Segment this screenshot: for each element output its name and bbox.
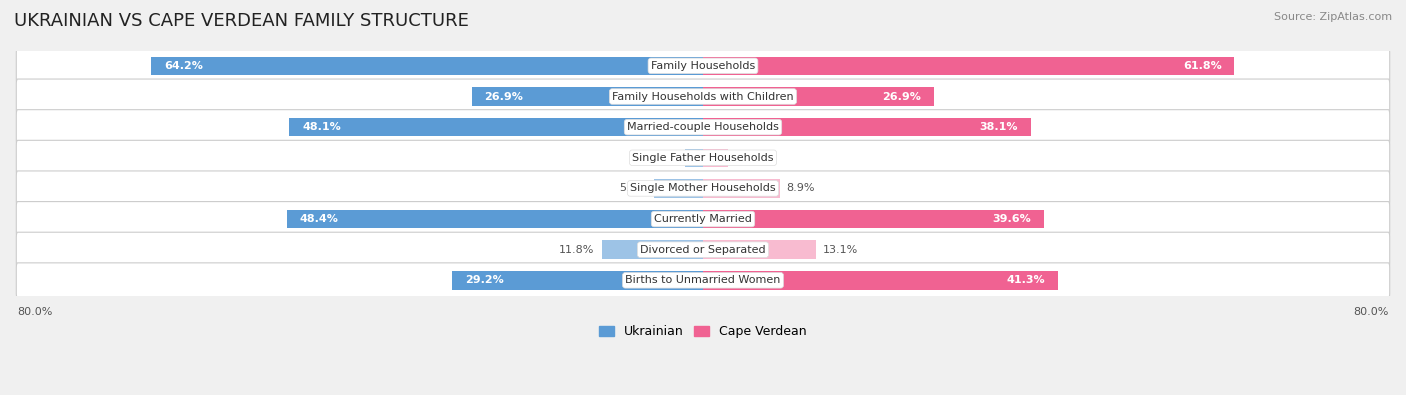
FancyBboxPatch shape: [17, 263, 1389, 298]
Text: 2.1%: 2.1%: [650, 153, 678, 163]
Bar: [150, 56, 703, 75]
Text: 80.0%: 80.0%: [18, 307, 53, 317]
Text: Single Father Households: Single Father Households: [633, 153, 773, 163]
Bar: [703, 149, 728, 167]
Text: 38.1%: 38.1%: [979, 122, 1018, 132]
Text: 2.9%: 2.9%: [735, 153, 763, 163]
Bar: [703, 179, 779, 198]
Text: 48.4%: 48.4%: [299, 214, 339, 224]
Text: Currently Married: Currently Married: [654, 214, 752, 224]
Text: 26.9%: 26.9%: [883, 92, 921, 102]
Bar: [703, 271, 1059, 290]
Text: UKRAINIAN VS CAPE VERDEAN FAMILY STRUCTURE: UKRAINIAN VS CAPE VERDEAN FAMILY STRUCTU…: [14, 12, 470, 30]
Bar: [654, 179, 703, 198]
Bar: [471, 87, 703, 106]
Bar: [290, 118, 703, 136]
Text: 48.1%: 48.1%: [302, 122, 342, 132]
Bar: [703, 118, 1031, 136]
Text: Single Mother Households: Single Mother Households: [630, 183, 776, 194]
Text: 11.8%: 11.8%: [560, 245, 595, 255]
Text: 64.2%: 64.2%: [163, 61, 202, 71]
FancyBboxPatch shape: [17, 140, 1389, 175]
Bar: [602, 241, 703, 259]
Text: 39.6%: 39.6%: [991, 214, 1031, 224]
Text: Family Households: Family Households: [651, 61, 755, 71]
Text: Divorced or Separated: Divorced or Separated: [640, 245, 766, 255]
Text: 80.0%: 80.0%: [1353, 307, 1388, 317]
Text: Source: ZipAtlas.com: Source: ZipAtlas.com: [1274, 12, 1392, 22]
FancyBboxPatch shape: [17, 110, 1389, 145]
FancyBboxPatch shape: [17, 201, 1389, 237]
FancyBboxPatch shape: [17, 49, 1389, 83]
FancyBboxPatch shape: [17, 79, 1389, 114]
Bar: [703, 210, 1043, 228]
Bar: [287, 210, 703, 228]
Text: 26.9%: 26.9%: [485, 92, 523, 102]
Legend: Ukrainian, Cape Verdean: Ukrainian, Cape Verdean: [595, 320, 811, 343]
Bar: [685, 149, 703, 167]
Text: Births to Unmarried Women: Births to Unmarried Women: [626, 275, 780, 285]
Bar: [703, 241, 815, 259]
Text: 13.1%: 13.1%: [823, 245, 858, 255]
Bar: [451, 271, 703, 290]
Text: 5.7%: 5.7%: [619, 183, 647, 194]
Text: 61.8%: 61.8%: [1182, 61, 1222, 71]
FancyBboxPatch shape: [17, 232, 1389, 267]
FancyBboxPatch shape: [17, 171, 1389, 206]
Bar: [703, 56, 1234, 75]
Text: 29.2%: 29.2%: [465, 275, 503, 285]
Bar: [703, 87, 935, 106]
Text: Family Households with Children: Family Households with Children: [612, 92, 794, 102]
Text: 8.9%: 8.9%: [786, 183, 815, 194]
Text: Married-couple Households: Married-couple Households: [627, 122, 779, 132]
Text: 41.3%: 41.3%: [1007, 275, 1045, 285]
